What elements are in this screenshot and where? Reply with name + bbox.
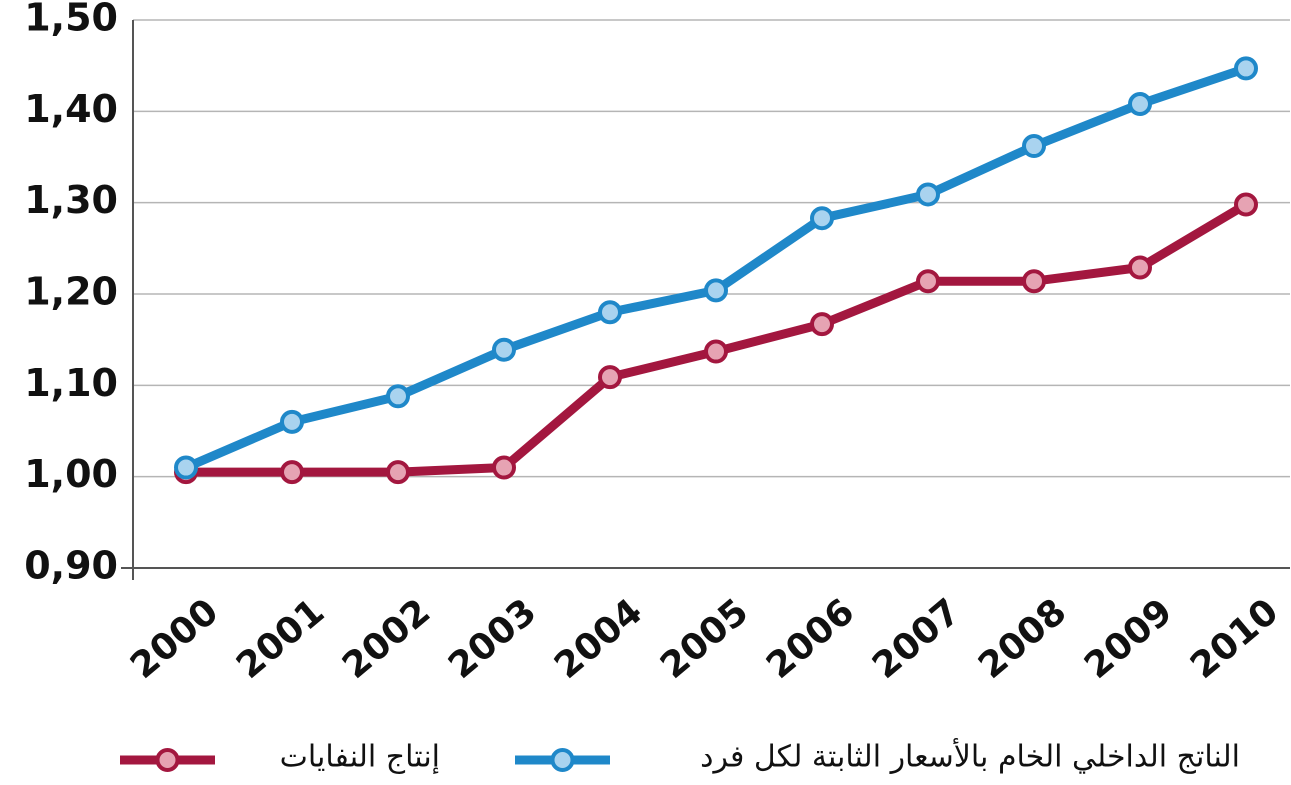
x-tick-label: 2010 <box>1183 591 1286 687</box>
x-tick-label: 2000 <box>123 591 226 687</box>
marker <box>916 269 940 294</box>
y-tick-label: 1,30 <box>24 178 118 222</box>
x-tick-label: 2005 <box>653 591 756 687</box>
marker <box>174 455 198 480</box>
marker <box>280 460 304 485</box>
marker <box>280 409 304 434</box>
series-line <box>186 200 1249 477</box>
marker <box>386 384 410 409</box>
x-tick-label: 2007 <box>865 591 968 687</box>
y-tick-label: 1,20 <box>24 270 118 314</box>
x-tick-label: 2009 <box>1077 591 1180 687</box>
x-tick-label: 2001 <box>229 591 332 687</box>
marker <box>704 278 728 303</box>
x-tick-label: 2002 <box>335 591 438 687</box>
marker <box>598 365 622 390</box>
y-tick-label: 1,00 <box>24 452 118 496</box>
y-tick-label: 1,40 <box>24 87 118 131</box>
marker <box>810 206 834 231</box>
marker <box>1022 269 1046 294</box>
marker <box>1022 134 1046 159</box>
legend-label: إنتاج النفايات <box>280 740 440 775</box>
marker <box>1128 92 1152 117</box>
marker <box>598 300 622 325</box>
marker <box>810 312 834 337</box>
x-tick-label: 2004 <box>547 591 650 687</box>
marker <box>492 337 516 362</box>
x-tick-label: 2006 <box>759 591 862 687</box>
series-line <box>184 64 1248 472</box>
y-tick-label: 1,10 <box>24 361 118 405</box>
legend-marker <box>155 748 180 772</box>
marker <box>1234 56 1258 81</box>
marker <box>1128 255 1152 280</box>
marker <box>1234 192 1258 217</box>
x-tick-label: 2003 <box>441 591 544 687</box>
y-tick-label: 1,50 <box>24 0 118 40</box>
y-tick-label: 0,90 <box>24 544 118 588</box>
marker <box>492 455 516 480</box>
legend-label: الناتج الداخلي الخام بالأسعار الثابتة لك… <box>700 737 1240 775</box>
marker <box>916 182 940 207</box>
legend-marker <box>550 748 575 772</box>
marker <box>704 339 728 364</box>
x-tick-label: 2008 <box>971 591 1074 687</box>
marker <box>386 460 410 485</box>
